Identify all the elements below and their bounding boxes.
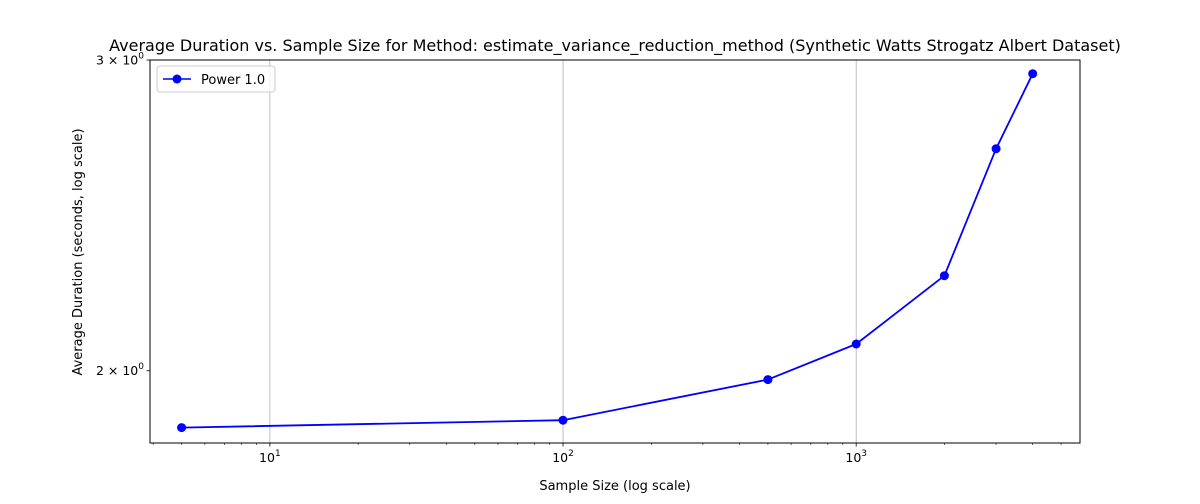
data-point [558,415,568,425]
legend-marker-swatch [172,74,182,84]
x-tick-label: 103 [845,449,867,465]
data-point [177,423,187,433]
series-layer [177,69,1038,433]
legend-box [156,65,276,93]
chart-title: Average Duration vs. Sample Size for Met… [109,36,1121,56]
data-point [991,144,1001,154]
data-point [1028,69,1038,79]
data-point [763,375,773,385]
y-tick-label: 2 × 100 [96,362,144,378]
y-axis-label: Average Duration (seconds, log scale) [71,128,86,375]
y-tick-label: 3 × 100 [96,52,144,68]
data-point [851,339,861,349]
data-point [939,271,949,281]
x-tick-label: 102 [552,449,574,465]
x-axis-label: Sample Size (log scale) [539,479,690,494]
legend-entry-label: Power 1.0 [201,73,265,88]
legend: Power 1.0 [156,65,276,93]
tick-layer: 101 102 103 2 × 100 3 × 100 [96,52,1062,465]
plot-frame [149,59,1081,444]
x-tick-label: 101 [259,449,281,465]
grid-layer [269,60,857,443]
